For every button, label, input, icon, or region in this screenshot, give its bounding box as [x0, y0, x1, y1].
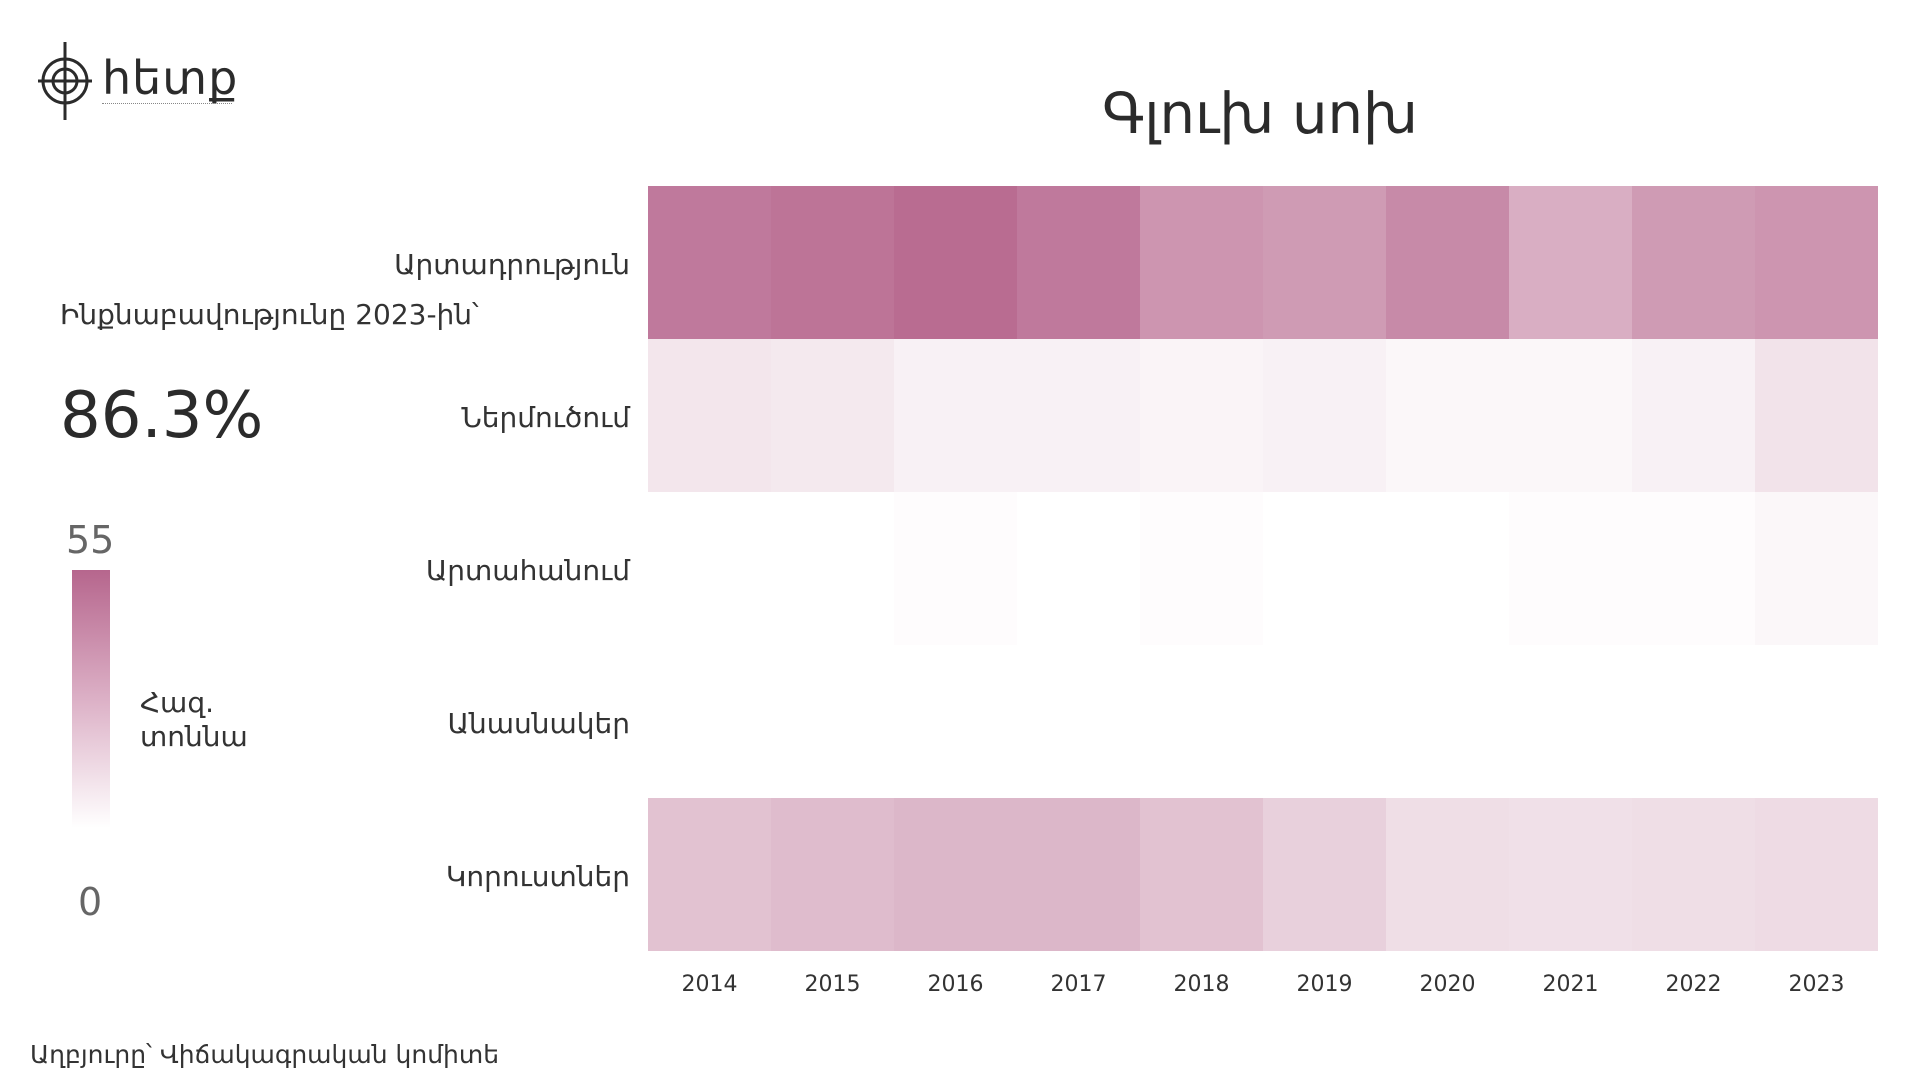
- x-tick-label-2016: 2016: [928, 972, 984, 997]
- kpi-value: 86.3%: [60, 379, 264, 453]
- heatmap-cell-3-2018: [1140, 645, 1263, 798]
- heatmap-cell-2-2022: [1632, 492, 1755, 645]
- heatmap-cell-0-2018: [1140, 186, 1263, 339]
- kpi-label: Ինքնաբավությունը 2023-ին՝: [60, 298, 479, 331]
- x-tick-label-2020: 2020: [1420, 972, 1476, 997]
- legend-color-scale: [72, 570, 110, 828]
- x-tick-label-2014: 2014: [682, 972, 738, 997]
- heatmap-cell-4-2019: [1263, 798, 1386, 951]
- x-tick-label-2019: 2019: [1297, 972, 1353, 997]
- heatmap-cell-3-2019: [1263, 645, 1386, 798]
- heatmap-cell-2-2021: [1509, 492, 1632, 645]
- legend-unit-label: Հազ. տոննա: [140, 686, 248, 753]
- heatmap-cell-0-2016: [894, 186, 1017, 339]
- heatmap-cell-3-2015: [771, 645, 894, 798]
- heatmap-cell-1-2015: [771, 339, 894, 492]
- heatmap-cell-0-2015: [771, 186, 894, 339]
- x-tick-label-2015: 2015: [805, 972, 861, 997]
- heatmap-cell-3-2023: [1755, 645, 1878, 798]
- heatmap-cell-4-2022: [1632, 798, 1755, 951]
- brand-logo: հետք: [36, 38, 238, 124]
- heatmap-cell-1-2014: [648, 339, 771, 492]
- heatmap-cell-0-2021: [1509, 186, 1632, 339]
- x-tick-label-2023: 2023: [1789, 972, 1845, 997]
- heatmap-cell-4-2015: [771, 798, 894, 951]
- row-label-losses: Կորուստներ: [445, 860, 630, 893]
- heatmap-cell-1-2021: [1509, 339, 1632, 492]
- brand-tagline-line: [102, 103, 232, 107]
- x-tick-label-2021: 2021: [1543, 972, 1599, 997]
- row-label-imports: Ներմուծում: [461, 401, 630, 434]
- heatmap-cell-1-2018: [1140, 339, 1263, 492]
- x-tick-label-2022: 2022: [1666, 972, 1722, 997]
- heatmap-cell-1-2016: [894, 339, 1017, 492]
- heatmap-cell-0-2023: [1755, 186, 1878, 339]
- heatmap-cell-2-2015: [771, 492, 894, 645]
- heatmap-cell-1-2017: [1017, 339, 1140, 492]
- heatmap-cell-3-2016: [894, 645, 1017, 798]
- heatmap-cell-4-2021: [1509, 798, 1632, 951]
- x-tick-label-2018: 2018: [1174, 972, 1230, 997]
- heatmap-cell-4-2016: [894, 798, 1017, 951]
- heatmap-cell-1-2023: [1755, 339, 1878, 492]
- crosshair-logo-icon: [38, 42, 92, 120]
- legend-min-label: 0: [78, 880, 103, 924]
- heatmap-cell-0-2022: [1632, 186, 1755, 339]
- heatmap-cell-0-2014: [648, 186, 771, 339]
- heatmap-cell-4-2018: [1140, 798, 1263, 951]
- heatmap-cell-2-2017: [1017, 492, 1140, 645]
- heatmap-cell-2-2018: [1140, 492, 1263, 645]
- heatmap-cell-4-2017: [1017, 798, 1140, 951]
- heatmap-cell-3-2020: [1386, 645, 1509, 798]
- heatmap-cell-0-2020: [1386, 186, 1509, 339]
- source-note: Աղբյուրը՝ Վիճակագրական կոմիտե: [30, 1040, 500, 1069]
- row-label-feed: Անասնակեր: [447, 707, 630, 740]
- heatmap-cell-2-2016: [894, 492, 1017, 645]
- heatmap-cell-4-2014: [648, 798, 771, 951]
- heatmap-cell-3-2017: [1017, 645, 1140, 798]
- heatmap-chart: 2014 2015 2016 2017 2018 2019 2020 2021 2022 2023: [648, 186, 1878, 997]
- legend-max-label: 55: [66, 518, 115, 562]
- heatmap-cell-0-2019: [1263, 186, 1386, 339]
- heatmap-cell-2-2019: [1263, 492, 1386, 645]
- heatmap-cell-3-2021: [1509, 645, 1632, 798]
- chart-title: Գլուխ սոխ: [1102, 82, 1418, 147]
- heatmap-cell-1-2020: [1386, 339, 1509, 492]
- heatmap-cell-3-2014: [648, 645, 771, 798]
- heatmap-cell-1-2019: [1263, 339, 1386, 492]
- heatmap-cell-4-2020: [1386, 798, 1509, 951]
- x-tick-label-2017: 2017: [1051, 972, 1107, 997]
- brand-name: հետք: [102, 51, 239, 105]
- row-label-exports: Արտահանում: [425, 554, 630, 587]
- heatmap-cell-1-2022: [1632, 339, 1755, 492]
- heatmap-cell-2-2014: [648, 492, 771, 645]
- heatmap-cell-0-2017: [1017, 186, 1140, 339]
- row-label-production: Արտադրություն: [394, 248, 630, 281]
- heatmap-cell-2-2020: [1386, 492, 1509, 645]
- heatmap-cell-4-2023: [1755, 798, 1878, 951]
- heatmap-cell-3-2022: [1632, 645, 1755, 798]
- heatmap-cell-2-2023: [1755, 492, 1878, 645]
